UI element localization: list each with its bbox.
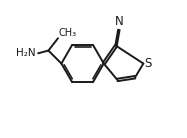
Text: H₂N: H₂N [16, 48, 36, 58]
Text: CH₃: CH₃ [59, 28, 77, 38]
Text: S: S [145, 57, 152, 70]
Text: N: N [115, 15, 124, 28]
